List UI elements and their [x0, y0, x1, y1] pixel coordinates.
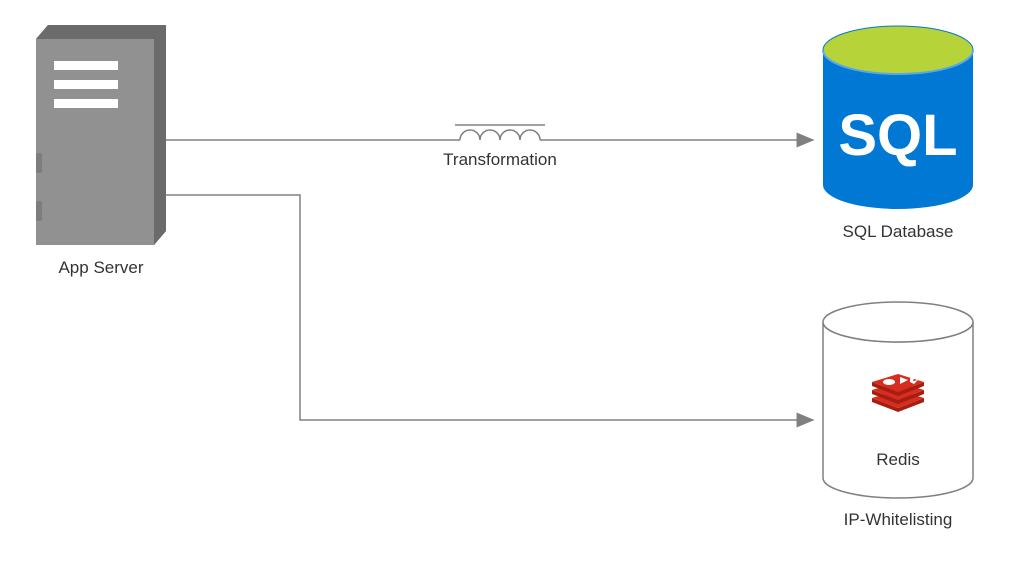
- architecture-diagram: App Server SQL SQL Database Redis IP-Whi…: [0, 0, 1024, 582]
- edge-to-redis: [0, 0, 1024, 582]
